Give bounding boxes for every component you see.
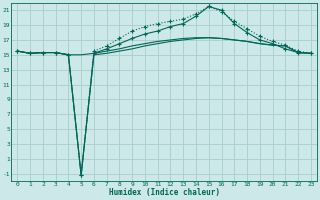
X-axis label: Humidex (Indice chaleur): Humidex (Indice chaleur) bbox=[108, 188, 220, 197]
